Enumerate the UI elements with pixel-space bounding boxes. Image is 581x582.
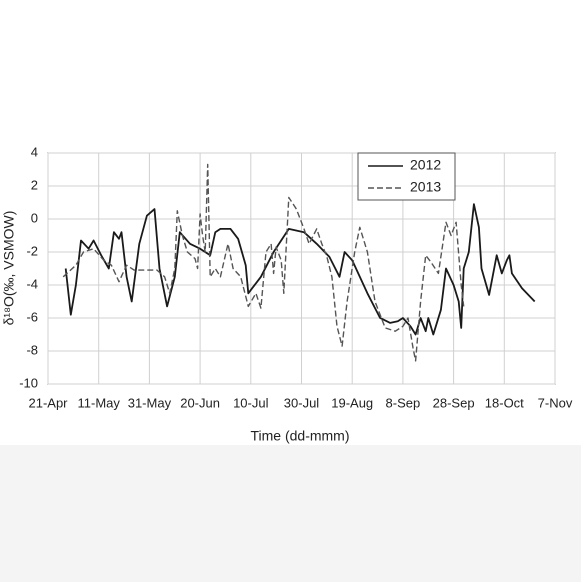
x-tick-label: 30-Jul: [284, 395, 320, 410]
x-tick-label: 7-Nov: [538, 395, 573, 410]
x-tick-label: 28-Sep: [433, 395, 475, 410]
y-tick-label: 0: [31, 210, 38, 225]
x-tick-label: 21-Apr: [28, 395, 68, 410]
x-tick-label: 10-Jul: [233, 395, 269, 410]
x-tick-label: 18-Oct: [485, 395, 524, 410]
x-tick-label: 8-Sep: [386, 395, 421, 410]
legend-box: [357, 152, 456, 201]
x-tick-label: 20-Jun: [180, 395, 220, 410]
y-tick-label: -8: [26, 342, 38, 357]
y-tick-label: 2: [31, 177, 38, 192]
y-tick-label: 4: [31, 144, 38, 159]
y-tick-label: -6: [26, 309, 38, 324]
y-tick-label: -2: [26, 243, 38, 258]
series-line: [64, 203, 536, 336]
x-tick-label: 19-Aug: [331, 395, 373, 410]
y-axis-label: δ¹⁸O(‰, VSMOW): [1, 211, 17, 326]
y-tick-label: -10: [19, 375, 38, 390]
x-tick-label: 31-May: [128, 395, 172, 410]
background-band: [0, 445, 581, 582]
y-tick-label: -4: [26, 276, 38, 291]
series-line: [62, 163, 465, 362]
legend-label: 2012: [410, 157, 441, 173]
legend-label: 2013: [410, 179, 441, 195]
x-tick-label: 11-May: [78, 395, 121, 410]
x-axis-label: Time (dd-mmm): [250, 428, 349, 444]
